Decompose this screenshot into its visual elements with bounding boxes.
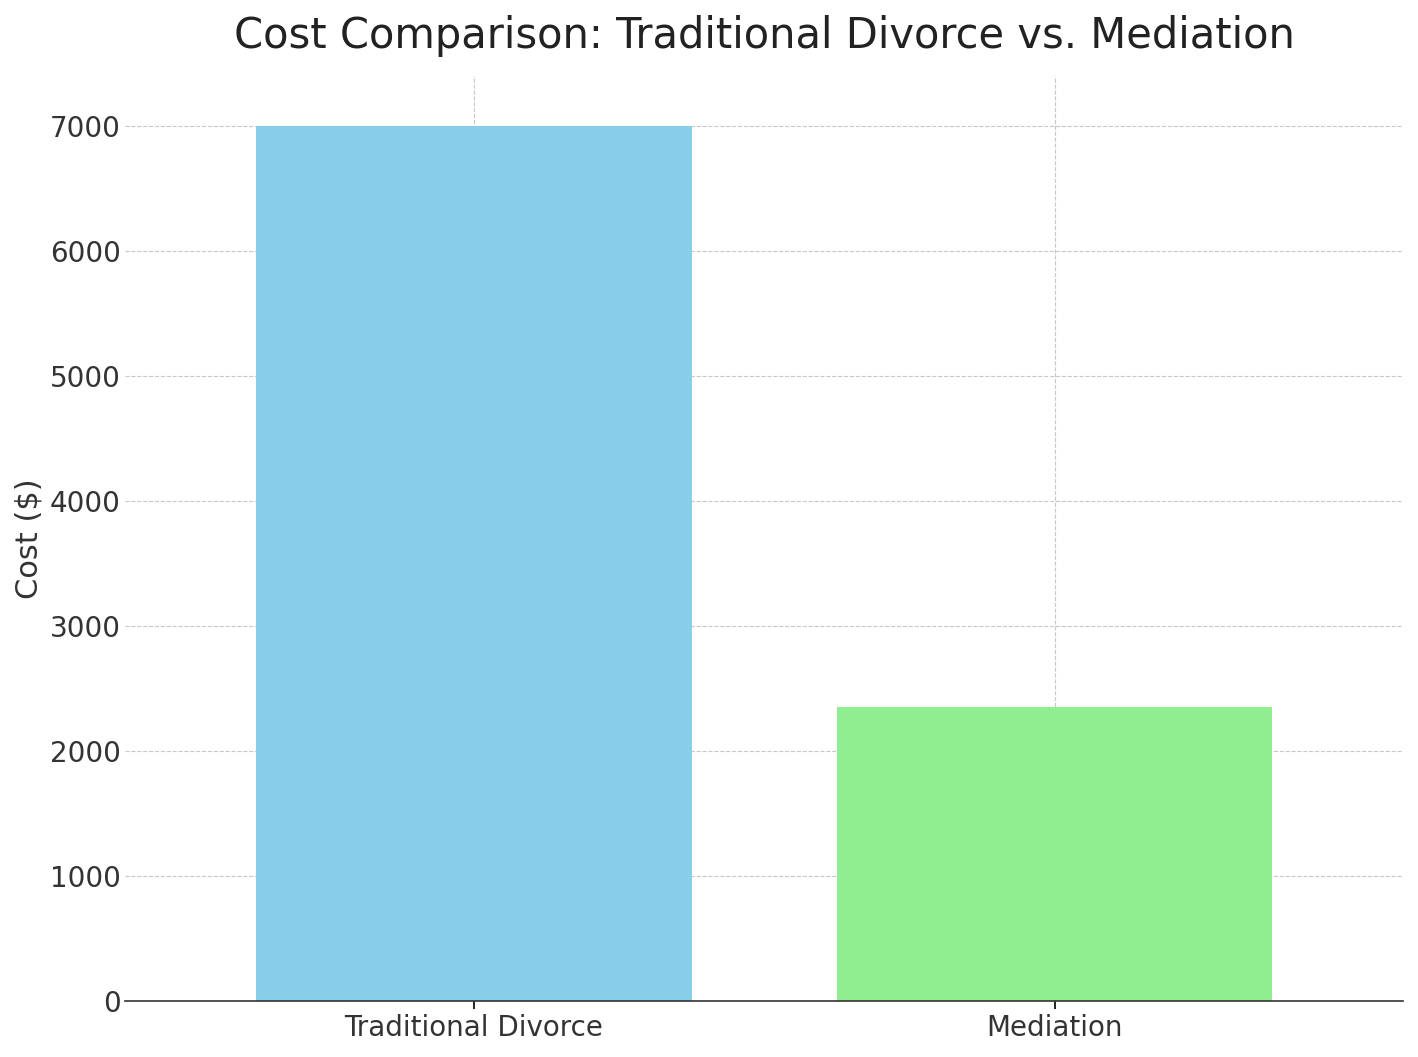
Bar (837, 707, 1272, 1001)
Title: Cost Comparison: Traditional Divorce vs. Mediation: Cost Comparison: Traditional Divorce vs.… (234, 15, 1295, 57)
Bar (257, 126, 692, 1001)
Y-axis label: Cost ($): Cost ($) (16, 478, 44, 598)
